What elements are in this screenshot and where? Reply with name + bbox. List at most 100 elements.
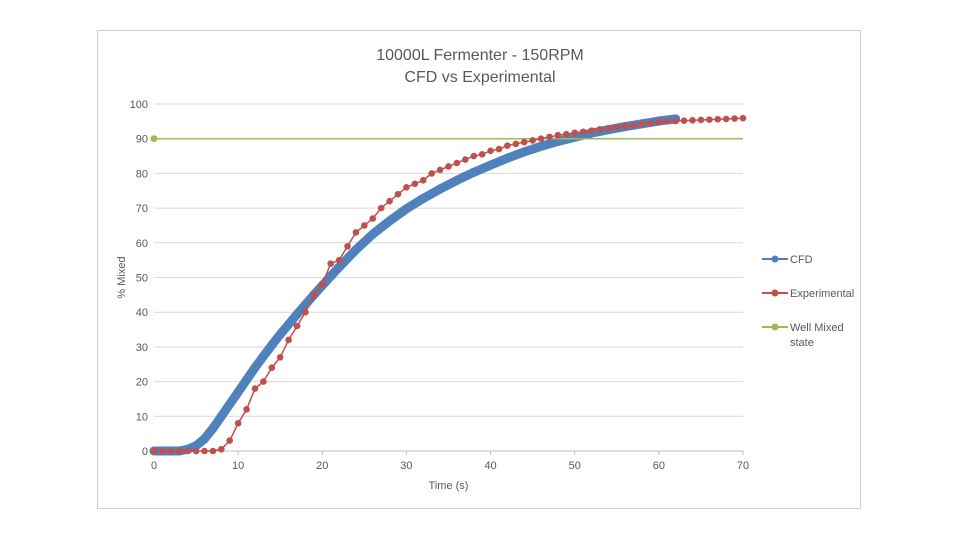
series-cfd xyxy=(149,114,681,456)
experimental-point xyxy=(689,117,696,124)
chart-svg: 10000L Fermenter - 150RPM CFD vs Experim… xyxy=(116,47,854,492)
experimental-point xyxy=(520,138,528,146)
experimental-point xyxy=(310,291,318,299)
experimental-point xyxy=(411,180,419,188)
experimental-point xyxy=(663,118,671,125)
legend-item: CFD xyxy=(762,254,813,266)
chart-container: 10000L Fermenter - 150RPM CFD vs Experim… xyxy=(97,30,861,509)
series-well-mixed xyxy=(150,135,743,143)
cfd-point xyxy=(536,141,546,151)
experimental-point xyxy=(478,151,486,158)
cfd-point xyxy=(486,160,496,170)
experimental-point xyxy=(361,222,368,229)
legend-swatch-marker xyxy=(771,255,779,263)
experimental-point xyxy=(159,447,166,455)
cfd-point xyxy=(284,319,294,329)
legend-swatch-marker xyxy=(771,323,779,331)
cfd-point xyxy=(233,387,243,397)
experimental-point xyxy=(234,419,242,427)
y-tick-label: 60 xyxy=(136,238,148,250)
experimental-point xyxy=(571,129,579,137)
cfd-point xyxy=(334,262,344,272)
x-axis-ticks: 0 10 20 30 40 50 60 70 xyxy=(151,451,749,472)
legend: CFD Experimental Well Mixed state xyxy=(762,254,854,349)
experimental-point xyxy=(344,242,351,250)
experimental-point xyxy=(251,385,259,392)
chart-subtitle: CFD vs Experimental xyxy=(404,69,555,86)
y-tick-label: 40 xyxy=(136,307,148,319)
experimental-point xyxy=(150,447,158,455)
experimental-point xyxy=(714,115,722,123)
experimental-point xyxy=(739,114,747,122)
cfd-point xyxy=(292,309,302,319)
experimental-point xyxy=(462,156,469,163)
experimental-point xyxy=(218,445,225,453)
cfd-point xyxy=(519,147,529,157)
experimental-point xyxy=(260,378,267,385)
cfd-point xyxy=(452,175,462,185)
experimental-point xyxy=(293,322,301,330)
chart-title: 10000L Fermenter - 150RPM xyxy=(376,47,584,64)
y-axis-title: % Mixed xyxy=(116,256,128,298)
experimental-point xyxy=(369,215,377,222)
experimental-point xyxy=(192,447,200,455)
experimental-point xyxy=(504,142,511,149)
y-axis-ticks: 0 10 20 30 40 50 60 70 80 90 100 xyxy=(130,99,148,458)
experimental-point xyxy=(596,126,604,133)
experimental-point xyxy=(184,447,191,455)
experimental-point xyxy=(268,364,276,372)
experimental-point xyxy=(318,281,326,288)
experimental-point xyxy=(655,118,663,126)
experimental-point xyxy=(537,135,545,142)
x-axis-title: Time (s) xyxy=(429,480,469,492)
cfd-point xyxy=(242,375,252,385)
x-tick-label: 70 xyxy=(737,460,749,472)
cfd-point xyxy=(351,245,361,255)
experimental-point xyxy=(394,190,402,198)
experimental-point xyxy=(638,120,646,128)
x-tick-label: 0 xyxy=(151,460,157,472)
x-tick-label: 40 xyxy=(484,460,496,472)
cfd-point xyxy=(267,340,277,350)
experimental-point xyxy=(386,197,393,205)
experimental-point xyxy=(436,166,444,174)
experimental-point xyxy=(352,229,360,236)
experimental-point xyxy=(470,152,478,160)
y-tick-label: 30 xyxy=(136,342,148,354)
experimental-point xyxy=(731,115,738,122)
y-tick-label: 0 xyxy=(142,446,148,458)
experimental-point xyxy=(722,115,730,123)
experimental-point xyxy=(579,128,587,136)
y-tick-label: 80 xyxy=(136,168,148,180)
legend-swatch-marker xyxy=(771,289,779,297)
cfd-point xyxy=(208,423,218,433)
cfd-point xyxy=(199,434,209,444)
cfd-point xyxy=(418,193,428,203)
x-tick-label: 30 xyxy=(400,460,412,472)
experimental-point xyxy=(630,121,637,129)
experimental-point xyxy=(563,130,570,138)
experimental-point xyxy=(285,336,292,344)
cfd-point xyxy=(435,184,445,194)
experimental-point xyxy=(419,177,427,184)
cfd-point xyxy=(502,153,512,163)
plot-series xyxy=(149,114,747,456)
experimental-point xyxy=(706,116,713,123)
y-tick-label: 10 xyxy=(136,411,148,423)
experimental-point xyxy=(335,256,343,264)
experimental-point xyxy=(588,127,595,135)
experimental-point xyxy=(605,124,612,132)
x-tick-label: 10 xyxy=(232,460,244,472)
y-tick-label: 70 xyxy=(136,203,148,215)
experimental-point xyxy=(302,308,309,316)
experimental-point xyxy=(495,145,503,153)
experimental-point xyxy=(175,447,183,455)
experimental-point xyxy=(672,117,679,125)
experimental-point xyxy=(613,123,621,131)
series-experimental xyxy=(150,114,747,455)
y-tick-label: 50 xyxy=(136,273,148,285)
cfd-point xyxy=(250,363,260,373)
well-mixed-point xyxy=(150,135,158,143)
x-tick-label: 20 xyxy=(316,460,328,472)
legend-label: Well Mixed state xyxy=(790,322,844,349)
